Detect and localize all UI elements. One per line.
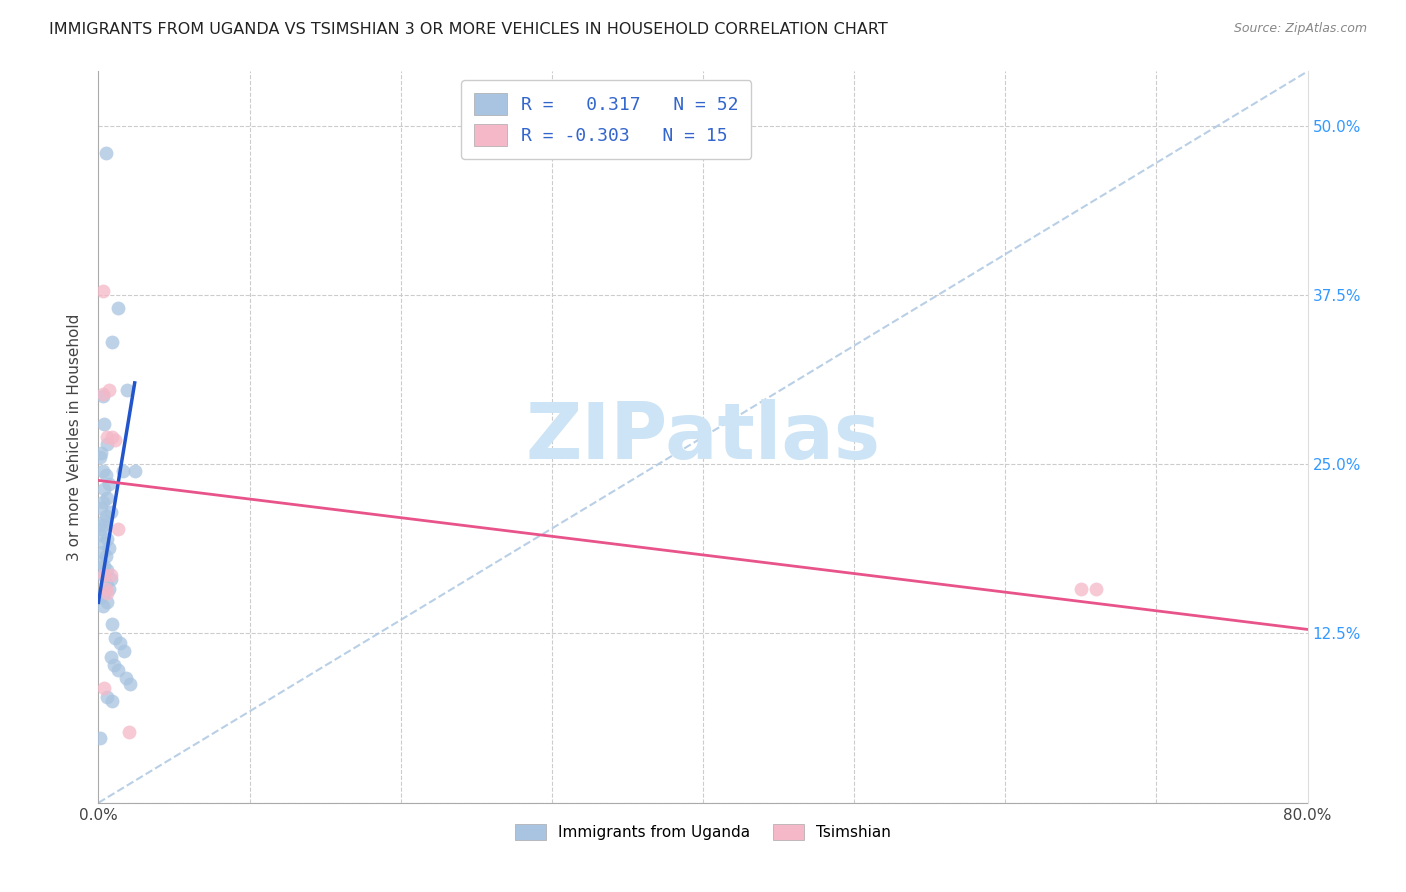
Point <box>98 541 121 556</box>
Point <box>93 482 115 496</box>
Point <box>115 383 138 397</box>
Y-axis label: 3 or more Vehicles in Household: 3 or more Vehicles in Household <box>67 313 83 561</box>
Point <box>93 586 115 600</box>
Point <box>91 386 114 401</box>
Point <box>89 731 111 745</box>
Point <box>96 563 118 577</box>
Point <box>90 500 112 515</box>
Point <box>100 505 122 519</box>
Point <box>96 595 118 609</box>
Point <box>96 690 118 705</box>
Point <box>96 586 118 600</box>
Point <box>90 446 112 460</box>
Point <box>91 389 114 403</box>
Point <box>118 725 141 739</box>
Point <box>93 417 115 431</box>
Point <box>91 568 114 582</box>
Point <box>107 522 129 536</box>
Point <box>98 383 121 397</box>
Legend: Immigrants from Uganda, Tsimshian: Immigrants from Uganda, Tsimshian <box>509 818 897 847</box>
Point <box>94 582 117 596</box>
Point <box>94 576 117 591</box>
Point <box>96 532 118 546</box>
Point <box>101 617 124 632</box>
Text: ZIPatlas: ZIPatlas <box>526 399 880 475</box>
Text: IMMIGRANTS FROM UGANDA VS TSIMSHIAN 3 OR MORE VEHICLES IN HOUSEHOLD CORRELATION : IMMIGRANTS FROM UGANDA VS TSIMSHIAN 3 OR… <box>49 22 889 37</box>
Point <box>91 284 114 298</box>
Point <box>94 145 117 160</box>
Point <box>1070 582 1092 596</box>
Point <box>89 450 111 465</box>
Point <box>107 663 129 677</box>
Point <box>120 676 142 690</box>
Point <box>91 495 114 509</box>
Point <box>93 514 115 528</box>
Point <box>90 555 112 569</box>
Point <box>91 518 114 533</box>
Point <box>93 558 115 573</box>
Point <box>1085 582 1108 596</box>
Point <box>101 430 124 444</box>
Point <box>98 477 121 491</box>
Point <box>90 590 112 604</box>
Point <box>94 508 117 523</box>
Point <box>100 572 122 586</box>
Point <box>111 464 134 478</box>
Point <box>108 636 131 650</box>
Point <box>91 599 114 614</box>
Point <box>90 522 112 536</box>
Point <box>93 535 115 549</box>
Point <box>96 437 118 451</box>
Point <box>107 301 129 316</box>
Point <box>96 430 118 444</box>
Point <box>91 545 114 559</box>
Point <box>124 464 146 478</box>
Point <box>94 468 117 483</box>
Point <box>101 694 124 708</box>
Point <box>98 582 121 596</box>
Point <box>100 649 122 664</box>
Point <box>93 681 115 695</box>
Text: Source: ZipAtlas.com: Source: ZipAtlas.com <box>1233 22 1367 36</box>
Point <box>93 568 115 582</box>
Point <box>89 527 111 541</box>
Point <box>100 568 122 582</box>
Point <box>91 464 114 478</box>
Point <box>114 671 136 685</box>
Point <box>94 549 117 564</box>
Point <box>96 491 118 505</box>
Point <box>112 644 135 658</box>
Point <box>103 657 125 672</box>
Point <box>101 335 124 350</box>
Point <box>104 433 127 447</box>
Point <box>104 631 127 645</box>
